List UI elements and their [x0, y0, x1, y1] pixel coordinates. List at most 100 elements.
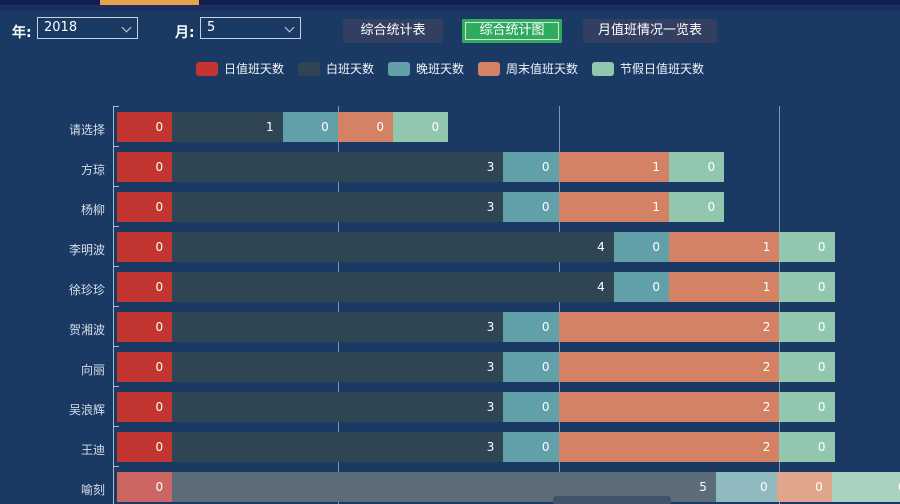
chart-legend: 日值班天数 白班天数 晚班天数 周末值班天数 节假日值班天数	[0, 60, 900, 77]
bar-segment-晚班天数[interactable]: 0	[503, 432, 559, 462]
bar-segment-节假日值班天数[interactable]: 0	[779, 272, 835, 302]
bar-segment-日值班天数[interactable]: 0	[117, 312, 173, 342]
bar-segment-节假日值班天数[interactable]: 0	[668, 192, 725, 222]
bar-segment-周末值班天数[interactable]: 1	[558, 152, 669, 182]
legend-item[interactable]: 白班天数	[297, 60, 374, 77]
bar-segment-日值班天数[interactable]: 0	[117, 232, 173, 262]
bar-segment-日值班天数[interactable]: 0	[117, 192, 173, 222]
bar-segment-节假日值班天数[interactable]: 0	[392, 112, 449, 142]
bar-segment-周末值班天数[interactable]: 1	[668, 232, 780, 262]
bar-segment-白班天数[interactable]: 3	[172, 192, 504, 222]
category-label: 王迪	[80, 443, 105, 457]
bar-segment-日值班天数[interactable]: 0	[117, 392, 173, 422]
bar-segment-晚班天数[interactable]: 0	[503, 312, 559, 342]
axis-tick	[113, 106, 119, 107]
category-label: 贺湘波	[68, 323, 105, 337]
bar-segment-日值班天数[interactable]: 0	[117, 352, 173, 382]
axis-tick	[113, 226, 119, 227]
year-select[interactable]: 2018	[37, 17, 138, 39]
bar-segment-白班天数[interactable]: 3	[172, 312, 504, 342]
bar-segment-日值班天数[interactable]: 0	[117, 152, 173, 182]
bar-segment-晚班天数[interactable]: 0	[282, 112, 338, 142]
legend-swatch	[592, 61, 615, 76]
year-select-value: 2018	[44, 20, 78, 35]
bar-segment-晚班天数[interactable]: 0	[503, 152, 559, 182]
legend-item[interactable]: 晚班天数	[387, 60, 464, 77]
bar-row: 05000	[117, 472, 900, 502]
category-label: 吴浪辉	[68, 403, 105, 417]
month-label: 月:	[175, 25, 195, 41]
bottom-partial-element	[553, 496, 671, 504]
bar-segment-周末值班天数[interactable]: 0	[776, 472, 832, 502]
category-label: 方琼	[80, 163, 105, 177]
bar-segment-周末值班天数[interactable]: 1	[668, 272, 780, 302]
top-strip-secondary	[0, 5, 900, 11]
bar-segment-白班天数[interactable]: 1	[172, 112, 283, 142]
legend-swatch	[478, 61, 500, 76]
bar-segment-日值班天数[interactable]: 0	[117, 272, 173, 302]
axis-tick	[113, 346, 119, 347]
bar-segment-白班天数[interactable]: 3	[172, 152, 504, 182]
gridline	[337, 106, 339, 504]
legend-item[interactable]: 节假日值班天数	[592, 60, 704, 77]
bar-segment-节假日值班天数[interactable]: 0	[668, 152, 725, 182]
bar-segment-节假日值班天数[interactable]: 0	[779, 352, 835, 382]
gridline	[558, 106, 560, 504]
bar-segment-周末值班天数[interactable]: 2	[558, 392, 780, 422]
bar-segment-白班天数[interactable]: 4	[172, 232, 614, 262]
category-label: 喻刻	[80, 483, 105, 497]
bar-segment-白班天数[interactable]: 4	[172, 272, 614, 302]
monthly-duty-list-button[interactable]: 月值班情况一览表	[583, 19, 717, 43]
axis-tick	[113, 266, 119, 267]
legend-swatch	[297, 61, 320, 76]
top-strip	[0, 0, 900, 5]
bar-segment-日值班天数[interactable]: 0	[117, 112, 173, 142]
bar-segment-晚班天数[interactable]: 0	[503, 352, 559, 382]
bar-segment-晚班天数[interactable]: 0	[503, 392, 559, 422]
legend-item[interactable]: 周末值班天数	[478, 60, 578, 77]
category-label: 杨柳	[80, 203, 105, 217]
legend-label: 晚班天数	[415, 62, 464, 76]
bar-segment-晚班天数[interactable]: 0	[613, 272, 669, 302]
summary-table-button[interactable]: 综合统计表	[343, 19, 443, 43]
bar-segment-晚班天数[interactable]: 0	[715, 472, 777, 502]
bar-segment-周末值班天数[interactable]: 1	[558, 192, 669, 222]
month-select[interactable]: 5	[200, 17, 301, 39]
bar-segment-周末值班天数[interactable]: 2	[558, 312, 780, 342]
axis-tick	[113, 306, 119, 307]
axis-tick	[113, 466, 119, 467]
bar-segment-晚班天数[interactable]: 0	[613, 232, 669, 262]
category-label: 李明波	[68, 243, 105, 257]
bar-segment-节假日值班天数[interactable]: 0	[779, 432, 835, 462]
active-tab-indicator[interactable]	[100, 0, 199, 5]
axis-tick	[113, 426, 119, 427]
legend-label: 日值班天数	[223, 62, 284, 76]
bar-segment-节假日值班天数[interactable]: 0	[779, 312, 835, 342]
bar-segment-白班天数[interactable]: 3	[172, 392, 504, 422]
bar-segment-日值班天数[interactable]: 0	[117, 432, 173, 462]
bar-segment-晚班天数[interactable]: 0	[503, 192, 559, 222]
bar-segment-周末值班天数[interactable]: 2	[558, 352, 780, 382]
bar-segment-白班天数[interactable]: 3	[172, 432, 504, 462]
legend-swatch	[387, 61, 410, 76]
legend-label: 周末值班天数	[506, 62, 579, 76]
bar-segment-节假日值班天数[interactable]: 0	[779, 392, 835, 422]
bar-segment-节假日值班天数[interactable]: 0	[779, 232, 835, 262]
bar-segment-周末值班天数[interactable]: 2	[558, 432, 780, 462]
chevron-down-icon	[284, 22, 295, 33]
gridline	[779, 106, 781, 504]
summary-chart-button[interactable]: 综合统计图	[462, 19, 562, 43]
bar-segment-节假日值班天数[interactable]: 0	[831, 472, 900, 502]
axis-tick	[113, 386, 119, 387]
bar-segment-白班天数[interactable]: 3	[172, 352, 504, 382]
legend-label: 白班天数	[325, 62, 374, 76]
year-label: 年:	[12, 25, 32, 41]
bar-segment-周末值班天数[interactable]: 0	[337, 112, 393, 142]
legend-item[interactable]: 日值班天数	[195, 60, 284, 77]
bar-segment-日值班天数[interactable]: 0	[117, 472, 173, 502]
